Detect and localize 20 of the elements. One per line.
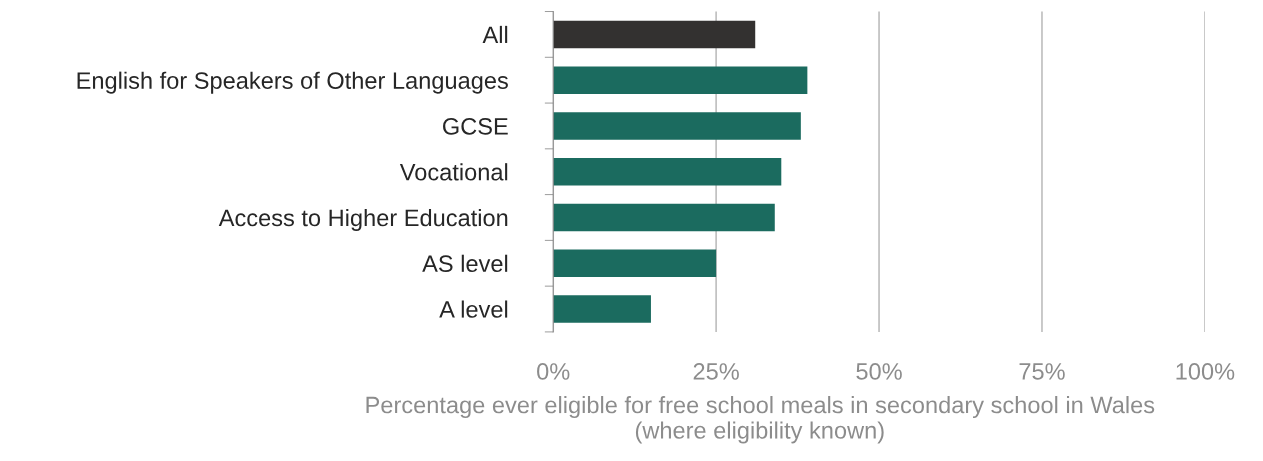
y-tick-label: English for Speakers of Other Languages (77, 71, 508, 94)
x-axis-title: Percentage ever eligible for free school meals in secondary school in Wales (where eligibility known) (366, 396, 1155, 444)
y-tick-label: All (482, 25, 508, 43)
x-tick-label: 25% (693, 363, 739, 380)
y-tick-label: GCSE (443, 118, 508, 135)
y-tick-label: Access to Higher Education (218, 208, 508, 231)
y-tick-label: Vocational (399, 163, 508, 181)
x-tick-label: 75% (1019, 363, 1065, 380)
y-tick-label: A level (439, 300, 508, 318)
bar (553, 203, 775, 232)
bar (553, 295, 651, 323)
bar (553, 249, 717, 277)
bar (553, 112, 801, 140)
bar (553, 66, 808, 94)
y-tick-label: AS level (422, 254, 508, 273)
x-tick-label: 50% (856, 363, 902, 380)
x-tick-label: 100% (1176, 363, 1235, 380)
bar (553, 157, 782, 186)
x-tick-label: 0% (537, 363, 570, 380)
bar (553, 20, 756, 49)
